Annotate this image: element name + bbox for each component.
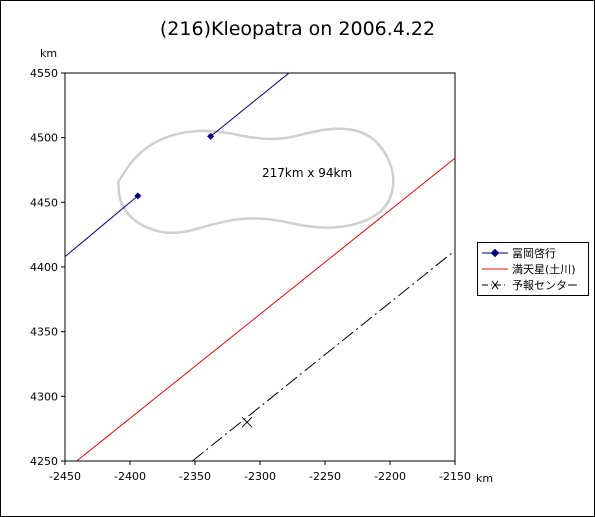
series-1-segment-2 <box>210 73 290 137</box>
legend-swatch-series-2 <box>482 268 508 270</box>
x-tick-label-6: -2200 <box>374 470 406 483</box>
series-2-segment-1 <box>76 157 455 461</box>
x-tick-label-7: -2150 <box>439 470 471 483</box>
legend-item-series-2: 満天星(土川) <box>482 262 576 276</box>
series-1-segment-1 <box>65 195 139 258</box>
asteroid-shape-outline <box>117 127 395 235</box>
series-3-marker-1 <box>241 416 253 428</box>
y-tick-label-7: 4550 <box>30 67 58 80</box>
series-1-marker-2 <box>207 132 215 140</box>
y-tick-label-2: 4300 <box>30 390 58 403</box>
legend-label-series-2: 満天星(土川) <box>512 263 576 276</box>
series-1-marker-1 <box>134 192 142 200</box>
y-axis-unit-label: km <box>40 47 57 60</box>
y-tick-label-6: 4500 <box>30 132 58 145</box>
x-tick-label-1: -2450 <box>49 470 81 483</box>
y-tick-label-1: 4250 <box>30 455 58 468</box>
legend-label-series-3: 予報センター <box>512 279 578 292</box>
chart-title: (216)Kleopatra on 2006.4.22 <box>159 18 436 40</box>
y-tick-label-3: 4350 <box>30 326 58 339</box>
legend-swatch-series-3 <box>482 280 508 290</box>
chart-legend: 冨岡啓行 満天星(土川) 予報センター <box>477 242 589 296</box>
legend-item-series-1: 冨岡啓行 <box>482 246 556 260</box>
x-tick-label-4: -2300 <box>244 470 276 483</box>
plot-area <box>64 72 456 462</box>
y-tick-label-5: 4450 <box>30 196 58 209</box>
x-axis-unit-label: km <box>476 472 493 485</box>
series-3-segment-1 <box>192 251 455 461</box>
legend-swatch-series-1 <box>482 248 508 258</box>
y-tick-label-4: 4400 <box>30 261 58 274</box>
x-tick-label-5: -2250 <box>309 470 341 483</box>
legend-label-series-1: 冨岡啓行 <box>512 247 556 260</box>
shape-size-annotation: 217km x 94km <box>262 166 352 180</box>
x-tick-label-2: -2400 <box>114 470 146 483</box>
x-tick-label-3: -2350 <box>179 470 211 483</box>
legend-item-series-3: 予報センター <box>482 278 578 292</box>
